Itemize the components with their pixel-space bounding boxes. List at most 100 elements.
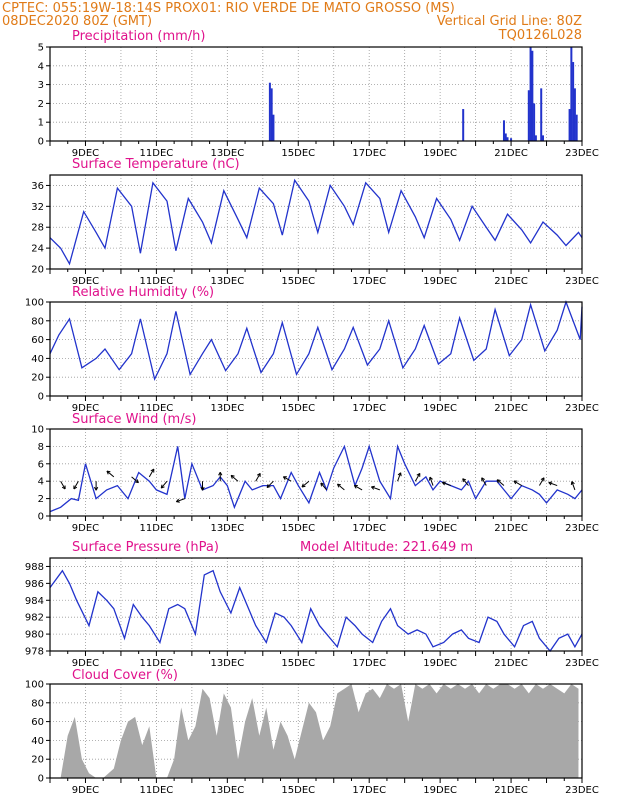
header-run-date: 08DEC2020 80Z (GMT) xyxy=(2,14,152,29)
temp-title: Surface Temperature (nC) xyxy=(72,157,240,172)
x-date-label: 9DEC xyxy=(72,148,99,159)
precip-bar xyxy=(572,62,574,141)
x-date-label: 15DEC xyxy=(281,403,315,414)
x-date-label: 15DEC xyxy=(281,276,315,287)
x-date-label: 17DEC xyxy=(352,523,386,534)
y-tick-label: 10 xyxy=(31,425,44,436)
x-date-label: 23DEC xyxy=(565,403,599,414)
precip-bar xyxy=(462,109,464,141)
x-date-label: 21DEC xyxy=(494,658,528,669)
wind-arrow xyxy=(442,482,450,486)
x-date-label: 13DEC xyxy=(210,148,244,159)
x-date-label: 9DEC xyxy=(72,785,99,796)
wind-arrow xyxy=(219,472,222,481)
x-date-label: 19DEC xyxy=(423,785,457,796)
x-date-label: 11DEC xyxy=(140,658,174,669)
y-tick-label: 80 xyxy=(31,316,44,327)
wind-arrow-head xyxy=(321,483,322,486)
y-tick-label: 36 xyxy=(31,181,44,192)
y-tick-label: 5 xyxy=(38,43,44,54)
x-date-label: 13DEC xyxy=(210,658,244,669)
y-tick-label: 0 xyxy=(38,774,44,785)
wind-arrow xyxy=(161,481,167,488)
x-date-label: 21DEC xyxy=(494,276,528,287)
precip-bar xyxy=(531,51,533,141)
pressure-title: Surface Pressure (hPa) xyxy=(72,540,219,555)
wind-arrow xyxy=(302,481,309,487)
wind-arrow xyxy=(549,482,557,486)
y-tick-label: 20 xyxy=(31,373,44,384)
y-tick-label: 20 xyxy=(31,265,44,276)
header-model-id: TQ0126L028 xyxy=(498,28,582,43)
x-date-label: 13DEC xyxy=(210,523,244,534)
x-date-label: 23DEC xyxy=(565,658,599,669)
precip-bar xyxy=(569,109,571,141)
wind-arrow xyxy=(371,486,379,490)
y-tick-label: 80 xyxy=(31,698,44,709)
precip-bar xyxy=(574,88,576,141)
x-date-label: 23DEC xyxy=(565,148,599,159)
wind-arrow-head xyxy=(429,477,430,480)
wind-arrow-head xyxy=(463,479,464,482)
y-tick-label: 978 xyxy=(25,647,44,658)
x-date-label: 11DEC xyxy=(140,148,174,159)
press-line xyxy=(50,571,582,651)
x-date-label: 15DEC xyxy=(281,523,315,534)
precip-bar xyxy=(540,88,542,141)
wind-title: Surface Wind (m/s) xyxy=(72,412,196,427)
wind-arrow xyxy=(74,481,79,489)
x-date-label: 9DEC xyxy=(72,276,99,287)
wind-arrow xyxy=(571,481,575,489)
x-date-label: 17DEC xyxy=(352,148,386,159)
y-tick-label: 0 xyxy=(38,137,44,148)
wind-arrow-head xyxy=(302,486,305,487)
y-tick-label: 0 xyxy=(38,392,44,403)
y-tick-label: 986 xyxy=(25,579,44,590)
wind-arrow xyxy=(149,469,154,477)
x-date-label: 17DEC xyxy=(352,785,386,796)
x-date-label: 15DEC xyxy=(281,658,315,669)
wind-arrow xyxy=(94,481,97,490)
y-tick-label: 20 xyxy=(31,755,44,766)
x-date-label: 21DEC xyxy=(494,148,528,159)
y-tick-label: 32 xyxy=(31,202,44,213)
cloud-area xyxy=(50,684,579,778)
x-date-label: 21DEC xyxy=(494,523,528,534)
precip-frame xyxy=(50,47,582,141)
precip-bar xyxy=(576,115,578,141)
x-date-label: 19DEC xyxy=(423,658,457,669)
wind-arrow-head xyxy=(571,481,572,484)
y-tick-label: 60 xyxy=(31,717,44,728)
precip-bar xyxy=(533,103,535,141)
wind-arrow xyxy=(539,478,544,486)
x-date-label: 17DEC xyxy=(352,658,386,669)
temp-frame xyxy=(50,175,582,269)
precip-bar xyxy=(528,90,530,141)
wind-line xyxy=(50,446,582,511)
y-tick-label: 4 xyxy=(38,477,44,488)
precip-bar xyxy=(503,120,505,141)
x-date-label: 13DEC xyxy=(210,403,244,414)
x-date-label: 23DEC xyxy=(565,785,599,796)
wind-arrow xyxy=(176,499,184,503)
x-date-label: 9DEC xyxy=(72,523,99,534)
rh-frame xyxy=(50,302,582,396)
x-date-label: 19DEC xyxy=(423,523,457,534)
x-date-label: 11DEC xyxy=(140,403,174,414)
x-date-label: 13DEC xyxy=(210,276,244,287)
wind-arrow xyxy=(514,481,522,486)
rh-line xyxy=(50,302,582,379)
temp-line xyxy=(50,180,582,264)
y-tick-label: 40 xyxy=(31,354,44,365)
y-tick-label: 100 xyxy=(25,298,44,309)
model-altitude: Model Altitude: 221.649 m xyxy=(300,540,473,555)
wind-arrow xyxy=(256,473,261,481)
y-tick-label: 100 xyxy=(25,680,44,691)
header-grid-note: Vertical Grid Line: 80Z xyxy=(437,14,582,29)
